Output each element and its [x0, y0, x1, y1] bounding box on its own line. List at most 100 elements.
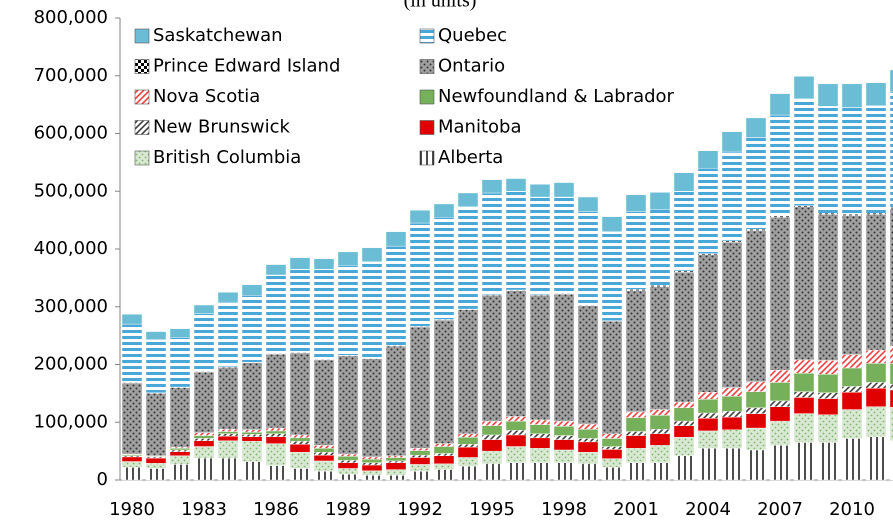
bar-segment — [553, 196, 575, 294]
bar-segment — [265, 427, 287, 432]
bar-segment — [505, 462, 527, 481]
bar-segment — [457, 192, 479, 208]
bar-segment — [433, 203, 455, 218]
bar-segment — [457, 457, 479, 467]
bar-segment — [169, 387, 191, 448]
bar-segment — [385, 245, 407, 346]
bar-segment — [361, 464, 383, 471]
bar-segment — [817, 374, 839, 393]
x-tick-label: 1989 — [325, 499, 371, 520]
bar-segment — [529, 295, 551, 421]
bar-segment — [697, 430, 719, 449]
bar-segment — [169, 448, 191, 451]
bar-segment — [313, 471, 335, 481]
bar-segment — [313, 460, 335, 472]
bar-segment — [265, 433, 287, 437]
bar-segment — [313, 269, 335, 360]
bar-segment — [553, 293, 575, 422]
bar-segment — [601, 467, 623, 481]
bar-segment — [601, 231, 623, 321]
bar-segment — [433, 453, 455, 456]
bar-segment — [793, 391, 815, 398]
bar-segment — [265, 353, 287, 429]
bar-segment — [625, 290, 647, 413]
bar-segment — [745, 117, 767, 138]
bar-segment — [457, 465, 479, 481]
bar-segment — [769, 406, 791, 422]
bar-segment — [889, 383, 893, 391]
legend-swatch — [419, 150, 435, 166]
bar-segment — [745, 381, 767, 392]
bar-segment — [313, 448, 335, 453]
bar-segment — [865, 436, 887, 481]
bar-segment — [241, 431, 263, 435]
y-tick-label: 600,000 — [34, 123, 108, 144]
bar-segment — [289, 441, 311, 445]
bar-segment — [241, 295, 263, 363]
bar-segment — [769, 445, 791, 481]
bar-segment — [697, 398, 719, 414]
bar-segment — [865, 387, 887, 407]
bar-segment — [361, 247, 383, 262]
bar-segment — [409, 454, 431, 458]
bar-segment — [865, 382, 887, 389]
bar-segment — [265, 436, 287, 444]
bar-segment — [433, 469, 455, 481]
bar-segment — [409, 222, 431, 327]
bar-segment — [697, 412, 719, 419]
bar-segment — [145, 331, 167, 340]
bar-segment — [169, 449, 191, 452]
bar-segment — [433, 217, 455, 320]
legend-label: New Brunswick — [153, 117, 291, 138]
bar-segment — [817, 414, 839, 443]
bar-segment — [337, 453, 359, 457]
legend-swatch — [134, 28, 150, 44]
bar-segment — [193, 446, 215, 459]
bar-segment — [313, 454, 335, 462]
bar-segment — [577, 196, 599, 212]
bar-segment — [289, 437, 311, 442]
bar-segment — [481, 192, 503, 295]
bar-segment — [217, 440, 239, 459]
bar-segment — [649, 192, 671, 210]
bar-segment — [817, 106, 839, 214]
bar-segment — [241, 436, 263, 442]
bar-segment — [481, 420, 503, 426]
bar-segment — [745, 413, 767, 429]
bar-segment — [529, 433, 551, 439]
bar-segment — [673, 420, 695, 426]
bar-segment — [265, 274, 287, 354]
bar-segment — [529, 437, 551, 449]
bar-segment — [889, 208, 893, 347]
bar-segment — [457, 443, 479, 448]
bar-segment — [361, 261, 383, 359]
bar-segment — [625, 194, 647, 212]
bar-segment — [577, 438, 599, 443]
legend-label: Prince Edward Island — [153, 56, 340, 77]
bar-segment — [769, 93, 791, 116]
y-tick-label: 400,000 — [34, 238, 108, 259]
bar-segment — [409, 471, 431, 481]
legend-label: Ontario — [438, 56, 505, 77]
y-tick-label: 500,000 — [34, 180, 108, 201]
bar-segment — [217, 431, 239, 434]
bar-segment — [433, 455, 455, 465]
legend-label: Manitoba — [438, 117, 522, 138]
bar-segment — [601, 446, 623, 450]
bar-segment — [193, 457, 215, 481]
bar-segment — [409, 210, 431, 224]
bar-segment — [625, 211, 647, 290]
bar-segment — [817, 442, 839, 481]
bar-segment — [745, 427, 767, 451]
legend-label: Alberta — [438, 147, 503, 168]
bar-segment — [745, 449, 767, 481]
bar-segment — [889, 440, 893, 481]
bar-segment — [289, 468, 311, 481]
bar-segment — [217, 428, 239, 432]
bar-segment — [721, 131, 743, 153]
x-tick-label: 2004 — [685, 499, 731, 520]
bar-segment — [121, 467, 143, 481]
y-tick-label: 0 — [97, 469, 108, 490]
bar-segment — [505, 290, 527, 417]
bar-segment — [193, 435, 215, 439]
